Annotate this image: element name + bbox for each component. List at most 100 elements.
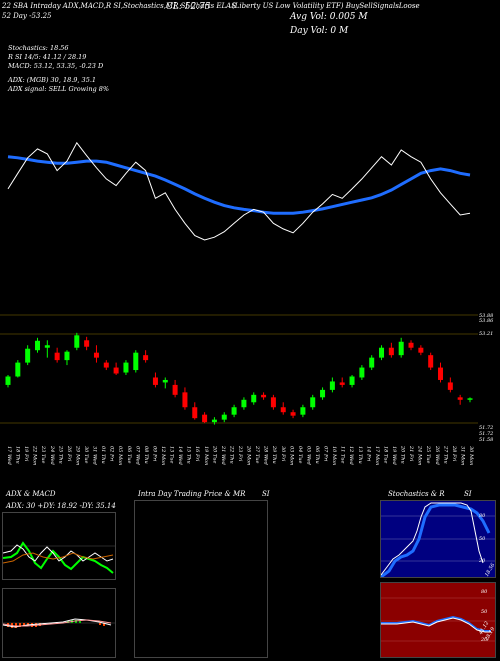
date-label: 26 Wed bbox=[434, 445, 440, 465]
candle-body bbox=[231, 407, 237, 415]
date-label: 12 Wed bbox=[348, 446, 354, 465]
candle-body bbox=[221, 414, 227, 420]
candle-body bbox=[388, 347, 394, 356]
price-axis-label: 51.58 bbox=[479, 437, 494, 443]
date-label: 18 Thu bbox=[15, 446, 21, 464]
macd-panel bbox=[2, 588, 116, 658]
date-label: 17 Wed bbox=[6, 446, 12, 465]
candle-body bbox=[261, 394, 267, 398]
candle-body bbox=[251, 394, 257, 403]
candle-body bbox=[457, 397, 463, 400]
price-axis-label: 51.72 bbox=[479, 431, 494, 437]
candle-body bbox=[64, 351, 70, 361]
intraday-panel bbox=[134, 500, 268, 658]
price-axis-label: 53.88 bbox=[479, 313, 494, 319]
candle-body bbox=[202, 414, 208, 423]
header-line2-left: 52 Day -53.25 bbox=[2, 12, 52, 20]
date-label: 07 Fri bbox=[323, 446, 329, 462]
candle-body bbox=[398, 341, 404, 356]
mrsi-panel: 80 50 20 41.12 28.19 bbox=[380, 582, 496, 658]
date-label: 11 Tue bbox=[340, 446, 346, 464]
stoch-rsi-title: Stochastics & R bbox=[388, 490, 445, 498]
candle-body bbox=[320, 389, 326, 398]
candle-body bbox=[379, 347, 385, 358]
candle-body bbox=[339, 382, 345, 385]
candle-body bbox=[152, 377, 158, 385]
candle-body bbox=[113, 367, 119, 374]
candle-body bbox=[133, 352, 139, 371]
candle-body bbox=[241, 399, 247, 408]
date-label: 09 Fri bbox=[151, 446, 157, 462]
date-label: 13 Tue bbox=[169, 446, 175, 464]
stochastics-panel: 80 50 20 18.56 bbox=[380, 500, 496, 578]
header-line1-right: (Liberty US Low Volatility ETF) BuySellS… bbox=[232, 2, 420, 10]
date-label: 02 Fri bbox=[109, 446, 115, 462]
macd-readout: MACD: 53.12, 53.35, -0.23 D bbox=[8, 62, 104, 70]
candle-body bbox=[329, 381, 335, 390]
candle-body bbox=[143, 355, 149, 361]
date-label: 31 Mon bbox=[459, 446, 465, 465]
date-label: 14 Wed bbox=[177, 446, 183, 465]
date-label: 08 Thu bbox=[143, 446, 149, 464]
date-label: 20 Tue bbox=[211, 445, 217, 464]
close-price-line bbox=[7, 141, 471, 241]
candlesticks bbox=[5, 332, 473, 425]
date-label: 21 Fri bbox=[408, 445, 414, 462]
adx-minus-line bbox=[2, 544, 114, 562]
mrsi-level-label: 80 bbox=[481, 589, 488, 595]
date-label: 15 Thu bbox=[186, 446, 192, 464]
date-label: 27 Tue bbox=[254, 445, 260, 464]
date-label: 25 Tue bbox=[425, 445, 431, 464]
candle-body bbox=[300, 407, 306, 415]
candle-body bbox=[162, 379, 168, 383]
date-label: 07 Wed bbox=[134, 446, 140, 465]
date-label: 05 Wed bbox=[305, 446, 311, 465]
date-label: 22 Mon bbox=[32, 445, 38, 465]
candle-body bbox=[349, 376, 355, 385]
candle-body bbox=[123, 362, 129, 373]
candle-body bbox=[280, 407, 286, 413]
candle-body bbox=[310, 397, 316, 408]
intraday-title: Intra Day Trading Price & MR bbox=[138, 490, 246, 498]
date-label: 28 Wed bbox=[263, 445, 269, 465]
candle-body bbox=[25, 348, 31, 363]
stoch-rsi-title-b: SI bbox=[464, 490, 472, 498]
date-label: 26 Fri bbox=[66, 445, 72, 462]
day-volume-label: Day Vol: 0 M bbox=[290, 26, 349, 36]
adx-macd-title: ADX & MACD bbox=[6, 490, 56, 498]
candle-body bbox=[359, 367, 365, 378]
date-label: 24 Mon bbox=[417, 445, 423, 465]
date-label: 06 Thu bbox=[314, 446, 320, 464]
date-label: 14 Fri bbox=[365, 446, 371, 462]
candle-body bbox=[5, 376, 11, 385]
candle-body bbox=[447, 382, 453, 390]
stoch-level-label: 50 bbox=[479, 536, 486, 542]
price-axis-label: 53.21 bbox=[479, 331, 494, 337]
price-grid bbox=[0, 314, 478, 424]
date-label: 19 Fri bbox=[23, 446, 29, 462]
mrsi-level-label: 50 bbox=[481, 609, 488, 615]
candle-body bbox=[290, 412, 296, 416]
candle-body bbox=[34, 340, 40, 351]
candle-body bbox=[44, 345, 50, 348]
date-label: 31 Wed bbox=[92, 446, 98, 465]
candle-body bbox=[103, 362, 109, 368]
date-label: 29 Thu bbox=[271, 445, 277, 464]
date-axis: 17 Wed 18 Thu 19 Fri 22 Mon 23 Tue 24 Wed 25 T… bbox=[6, 445, 474, 465]
header-line1-left: 22 SBA Intraday ADX,MACD,R SI,Stochastic… bbox=[2, 2, 236, 10]
date-label: 20 Thu bbox=[400, 445, 406, 464]
date-label: 19 Mon bbox=[203, 446, 209, 465]
adx-line bbox=[2, 552, 114, 564]
stoch-level-label: 80 bbox=[479, 513, 486, 519]
adx-values: ADX: 30 +DY: 18.92 -DY: 35.14 bbox=[6, 502, 116, 510]
close-price-label: CL: 52.75 bbox=[166, 2, 211, 12]
candle-body bbox=[182, 392, 188, 408]
stoch-d-line bbox=[381, 503, 491, 577]
price-axis-label: 53.86 bbox=[479, 318, 494, 324]
adx-readout: ADX: (MGB) 30, 18.9, 35.1 bbox=[8, 76, 97, 84]
date-label: 16 Fri bbox=[194, 446, 200, 462]
adx-panel bbox=[2, 512, 116, 580]
date-label: 03 Mon bbox=[288, 446, 294, 465]
avg-volume-label: Avg Vol: 0.005 M bbox=[290, 12, 368, 22]
date-label: 24 Wed bbox=[49, 445, 55, 465]
